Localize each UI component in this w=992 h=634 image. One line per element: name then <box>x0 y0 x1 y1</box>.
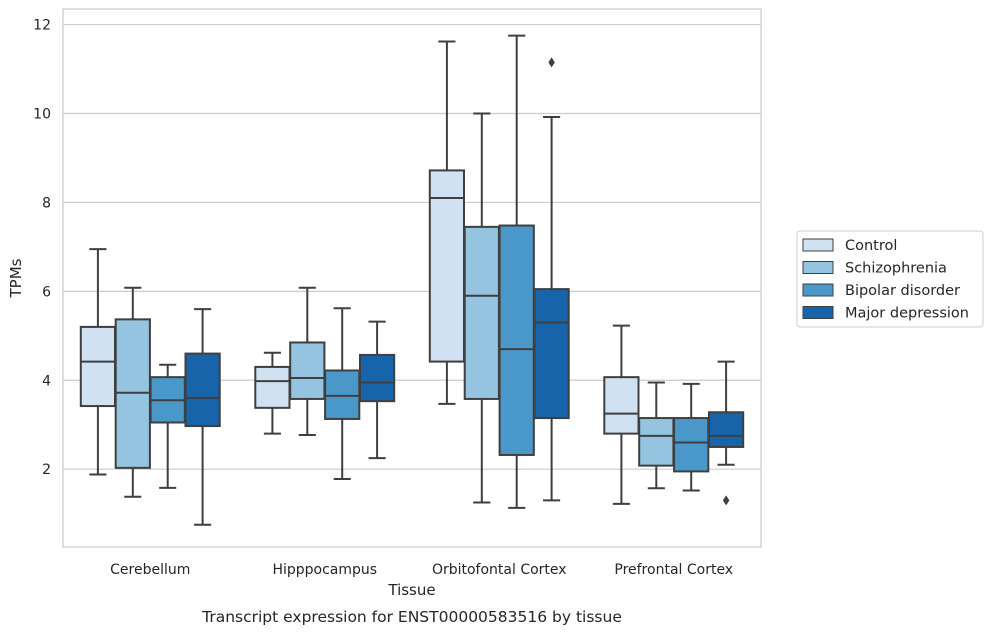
y-tick-label: 6 <box>42 284 51 300</box>
legend-swatch <box>802 261 834 274</box>
legend-swatch <box>802 238 834 252</box>
box-iqr <box>358 353 396 403</box>
x-tick-label: Cerebellum <box>110 562 190 578</box>
box-iqr <box>707 411 745 448</box>
box-schizophrenia <box>463 112 500 504</box>
box-iqr <box>498 224 535 456</box>
box-major-depression <box>358 320 396 460</box>
box-iqr <box>289 341 326 400</box>
legend-entry: Schizophrenia <box>802 261 947 277</box>
box-control <box>79 248 117 476</box>
legend-entry: Bipolar disorder <box>802 283 960 299</box>
legend: Control Schizophrenia Bipolar disorder Majo… <box>796 230 984 328</box>
legend-entry: Major depression <box>802 306 969 322</box>
legend-label: Control <box>845 238 897 254</box>
box-control <box>254 351 291 435</box>
legend-swatch <box>802 283 834 297</box>
box-bipolar-disorder <box>149 363 186 489</box>
box-iqr <box>428 169 466 363</box>
plot-frame <box>62 8 762 548</box>
boxes <box>79 34 745 526</box>
y-tick-label: 2 <box>42 462 51 478</box>
x-tick-label: Orbitofontal Cortex <box>432 562 567 578</box>
box-bipolar-disorder <box>498 34 535 509</box>
legend-label: Major depression <box>845 306 969 322</box>
box-iqr <box>673 417 710 473</box>
y-tick-label: 8 <box>42 195 51 211</box>
x-tick-label: Prefrontal Cortex <box>614 562 733 578</box>
box-iqr <box>603 376 640 435</box>
box-iqr <box>254 365 291 409</box>
legend-entry: Control <box>802 238 897 254</box>
y-axis-label: TPMs <box>7 258 25 298</box>
box-iqr <box>324 369 361 420</box>
box-control <box>428 40 466 405</box>
box-iqr <box>463 225 500 400</box>
y-tick-label: 12 <box>33 18 51 34</box>
legend-frame <box>796 230 984 328</box>
legend-label: Schizophrenia <box>845 261 947 277</box>
box-iqr <box>638 417 675 467</box>
legend-label: Bipolar disorder <box>845 283 960 299</box>
box-major-depression <box>184 308 221 526</box>
box-schizophrenia <box>638 381 675 490</box>
x-tick-labels: Cerebellum Hipppocampus Orbitofontal Corte… <box>110 562 733 578</box>
box-major-depression <box>707 360 745 506</box>
chart-caption: Transcript expression for ENST0000058351… <box>201 608 622 626</box>
box-iqr <box>184 352 221 428</box>
box-schizophrenia <box>114 286 151 498</box>
outlier-point <box>548 57 555 68</box>
box-schizophrenia <box>289 286 326 436</box>
x-axis-label: Tissue <box>387 581 435 599</box>
y-tick-labels: 2 4 6 8 10 12 <box>33 18 51 479</box>
outlier-point <box>722 495 730 506</box>
x-tick-label: Hipppocampus <box>272 562 377 578</box>
box-iqr <box>533 288 570 420</box>
legend-swatch <box>802 306 834 319</box>
box-bipolar-disorder <box>324 307 361 480</box>
box-bipolar-disorder <box>673 382 710 492</box>
box-major-depression <box>533 57 570 502</box>
y-tick-label: 10 <box>33 106 51 122</box>
y-tick-label: 4 <box>42 373 51 389</box>
box-iqr <box>79 325 117 408</box>
box-control <box>603 324 640 505</box>
